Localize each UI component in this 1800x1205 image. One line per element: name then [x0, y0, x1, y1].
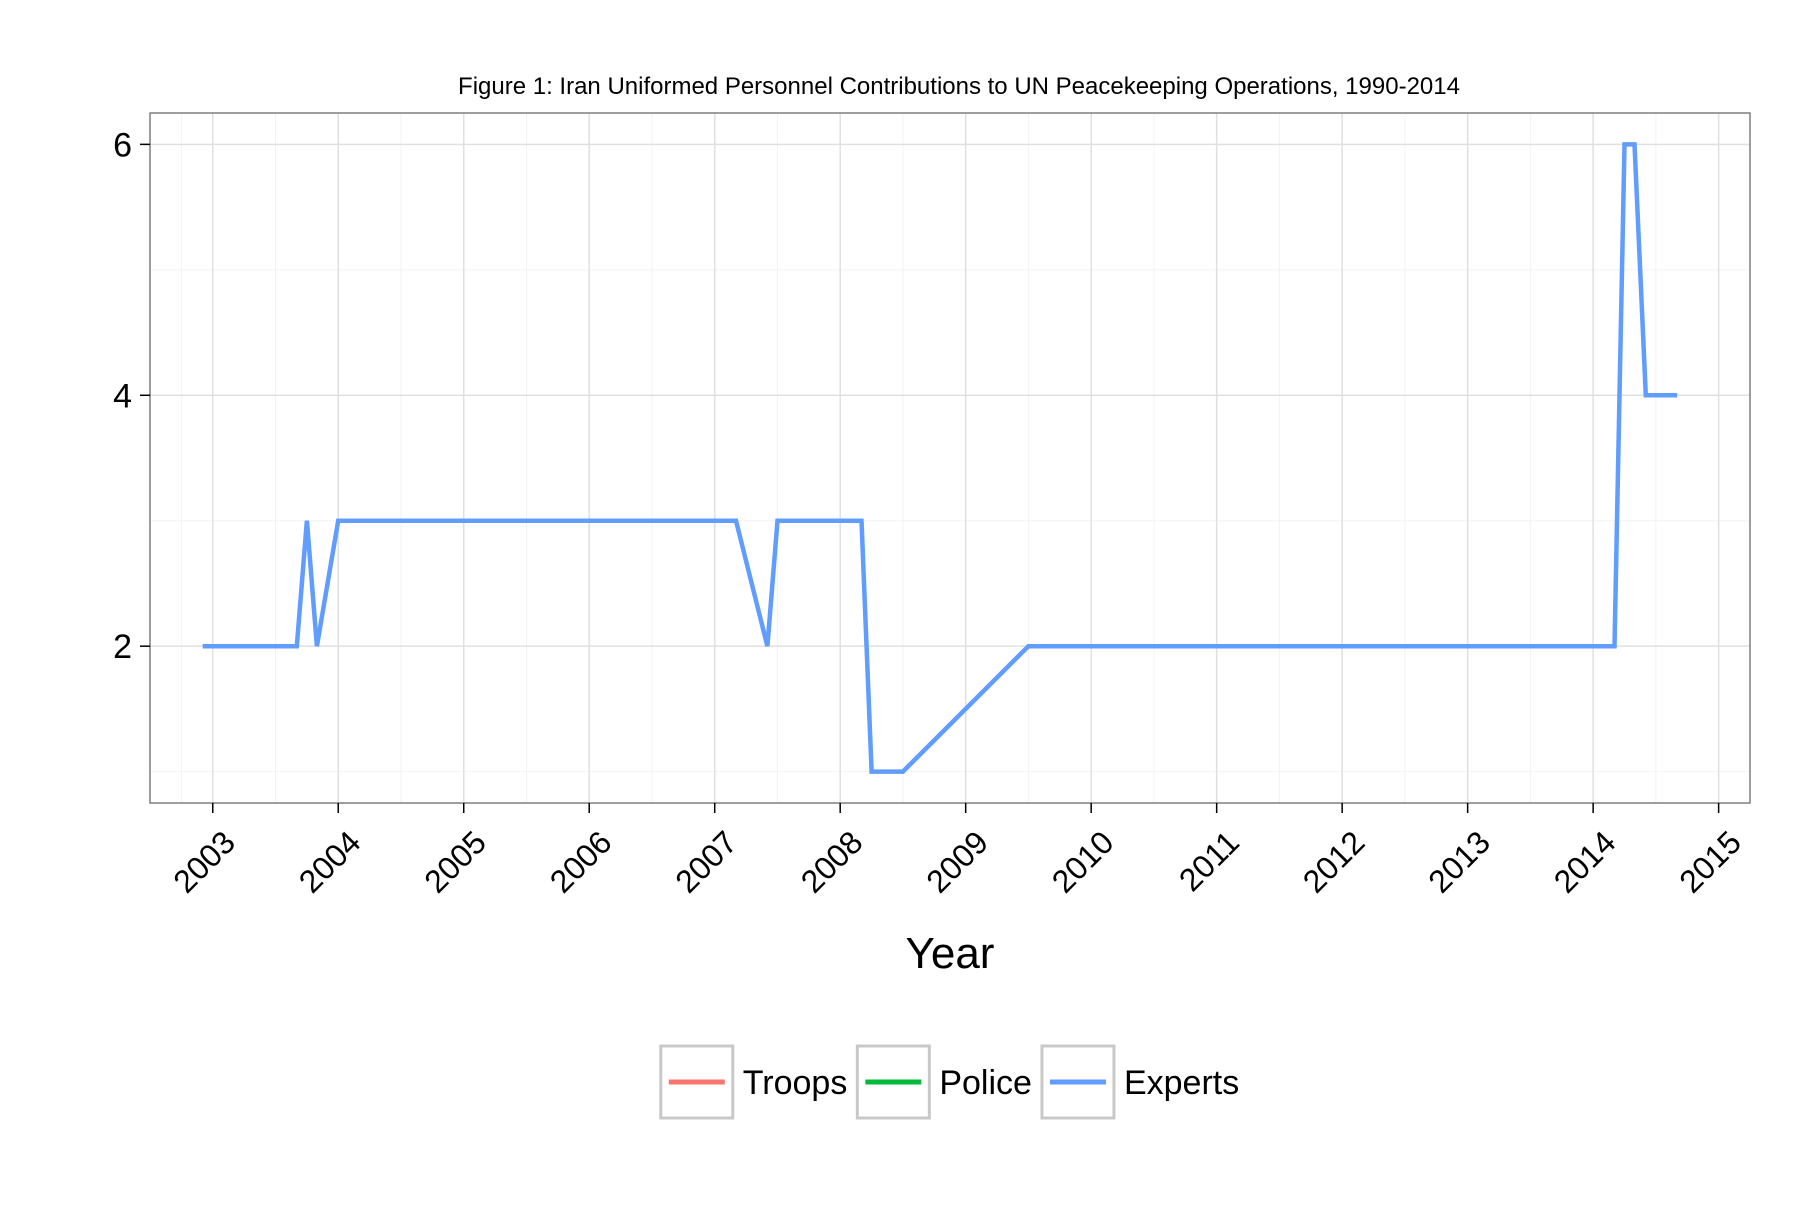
- series-line-experts: [202, 142, 1678, 774]
- x-tick-label: 2012: [1296, 824, 1372, 900]
- legend: Troops Police Experts: [659, 1044, 1239, 1120]
- y-tick-label: 6: [113, 126, 132, 164]
- x-tick-label: 2011: [1172, 824, 1246, 898]
- x-tick-label: 2004: [292, 824, 368, 900]
- x-tick-label: 2013: [1421, 824, 1497, 900]
- x-tick-label: 2006: [543, 824, 619, 900]
- chart-title: Figure 1: Iran Uniformed Personnel Contr…: [458, 73, 1460, 100]
- legend-item-police: Police: [855, 1044, 1032, 1120]
- plot-border: [149, 112, 1751, 804]
- x-tick-label: 2007: [668, 824, 744, 900]
- plot-background: [150, 113, 1750, 803]
- x-tick-label: 2003: [166, 824, 242, 900]
- y-tick-label: 4: [113, 377, 132, 415]
- legend-label: Troops: [743, 1064, 848, 1102]
- x-tick-label: 2010: [1045, 824, 1121, 900]
- x-axis-label: Year: [906, 929, 995, 978]
- x-tick-label: 2014: [1547, 824, 1623, 900]
- x-tick-label: 2005: [417, 824, 493, 900]
- x-tick-label: 2009: [919, 824, 995, 900]
- legend-label: Experts: [1124, 1064, 1239, 1102]
- y-tick-label: 2: [113, 628, 132, 666]
- grid-lines: [150, 113, 1750, 803]
- x-tick-label: 2015: [1672, 824, 1748, 900]
- plot-panel: [150, 113, 1750, 803]
- legend-item-troops: Troops: [659, 1044, 848, 1120]
- series-lines: [202, 142, 1678, 774]
- legend-item-experts: Experts: [1040, 1044, 1239, 1120]
- legend-label: Police: [939, 1064, 1032, 1102]
- x-tick-label: 2008: [794, 824, 870, 900]
